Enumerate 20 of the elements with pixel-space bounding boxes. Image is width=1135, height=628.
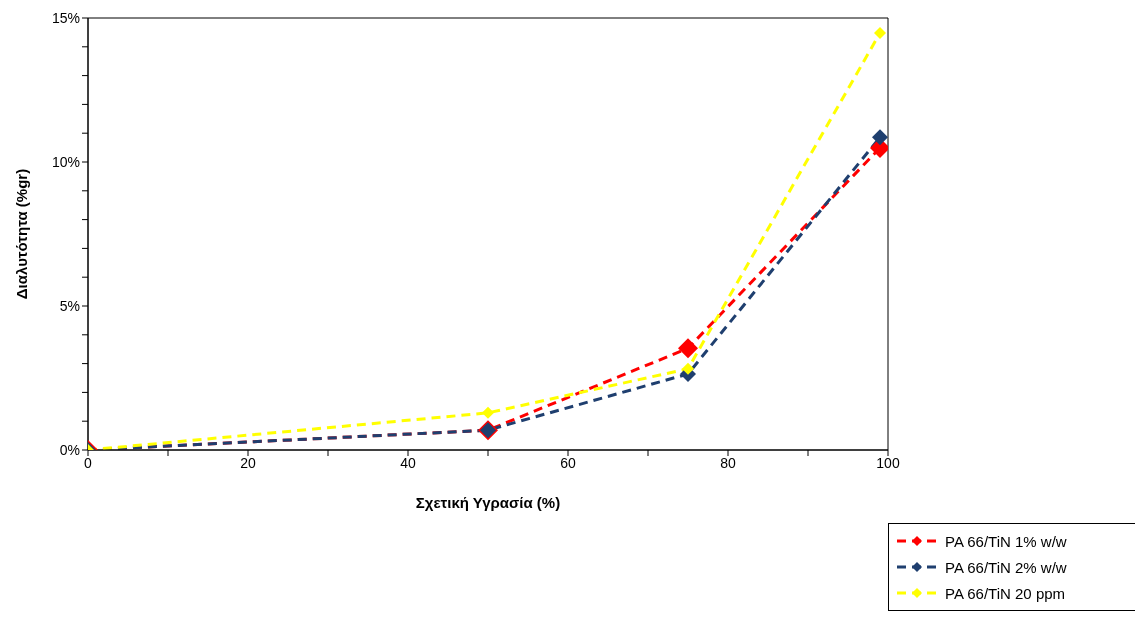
legend-label: PA 66/TiN 20 ppm bbox=[945, 584, 1066, 602]
x-tick-label: 40 bbox=[400, 454, 416, 471]
x-axis-title: Σχετική Υγρασία (%) bbox=[415, 494, 561, 511]
point bbox=[874, 26, 886, 39]
point bbox=[872, 129, 888, 146]
point bbox=[682, 362, 694, 375]
legend-label: PA 66/TiN 1% w/w bbox=[945, 532, 1067, 550]
legend-label: PA 66/TiN 2% w/w bbox=[945, 558, 1067, 576]
x-tick-label: 20 bbox=[240, 454, 256, 471]
point bbox=[482, 406, 494, 419]
y-tick-label: 5% bbox=[59, 297, 80, 314]
x-tick-label: 0 bbox=[84, 454, 93, 471]
y-tick-label: 0% bbox=[59, 441, 80, 458]
y-axis-title: Διαλυτότητα (%gr) bbox=[13, 168, 31, 300]
x-tick-label: 100 bbox=[876, 454, 900, 471]
point bbox=[678, 338, 698, 359]
y-tick-label: 15% bbox=[51, 9, 80, 26]
y-tick-label: 10% bbox=[51, 153, 80, 170]
x-tick-label: 80 bbox=[720, 454, 736, 471]
x-tick-label: 60 bbox=[560, 454, 576, 471]
